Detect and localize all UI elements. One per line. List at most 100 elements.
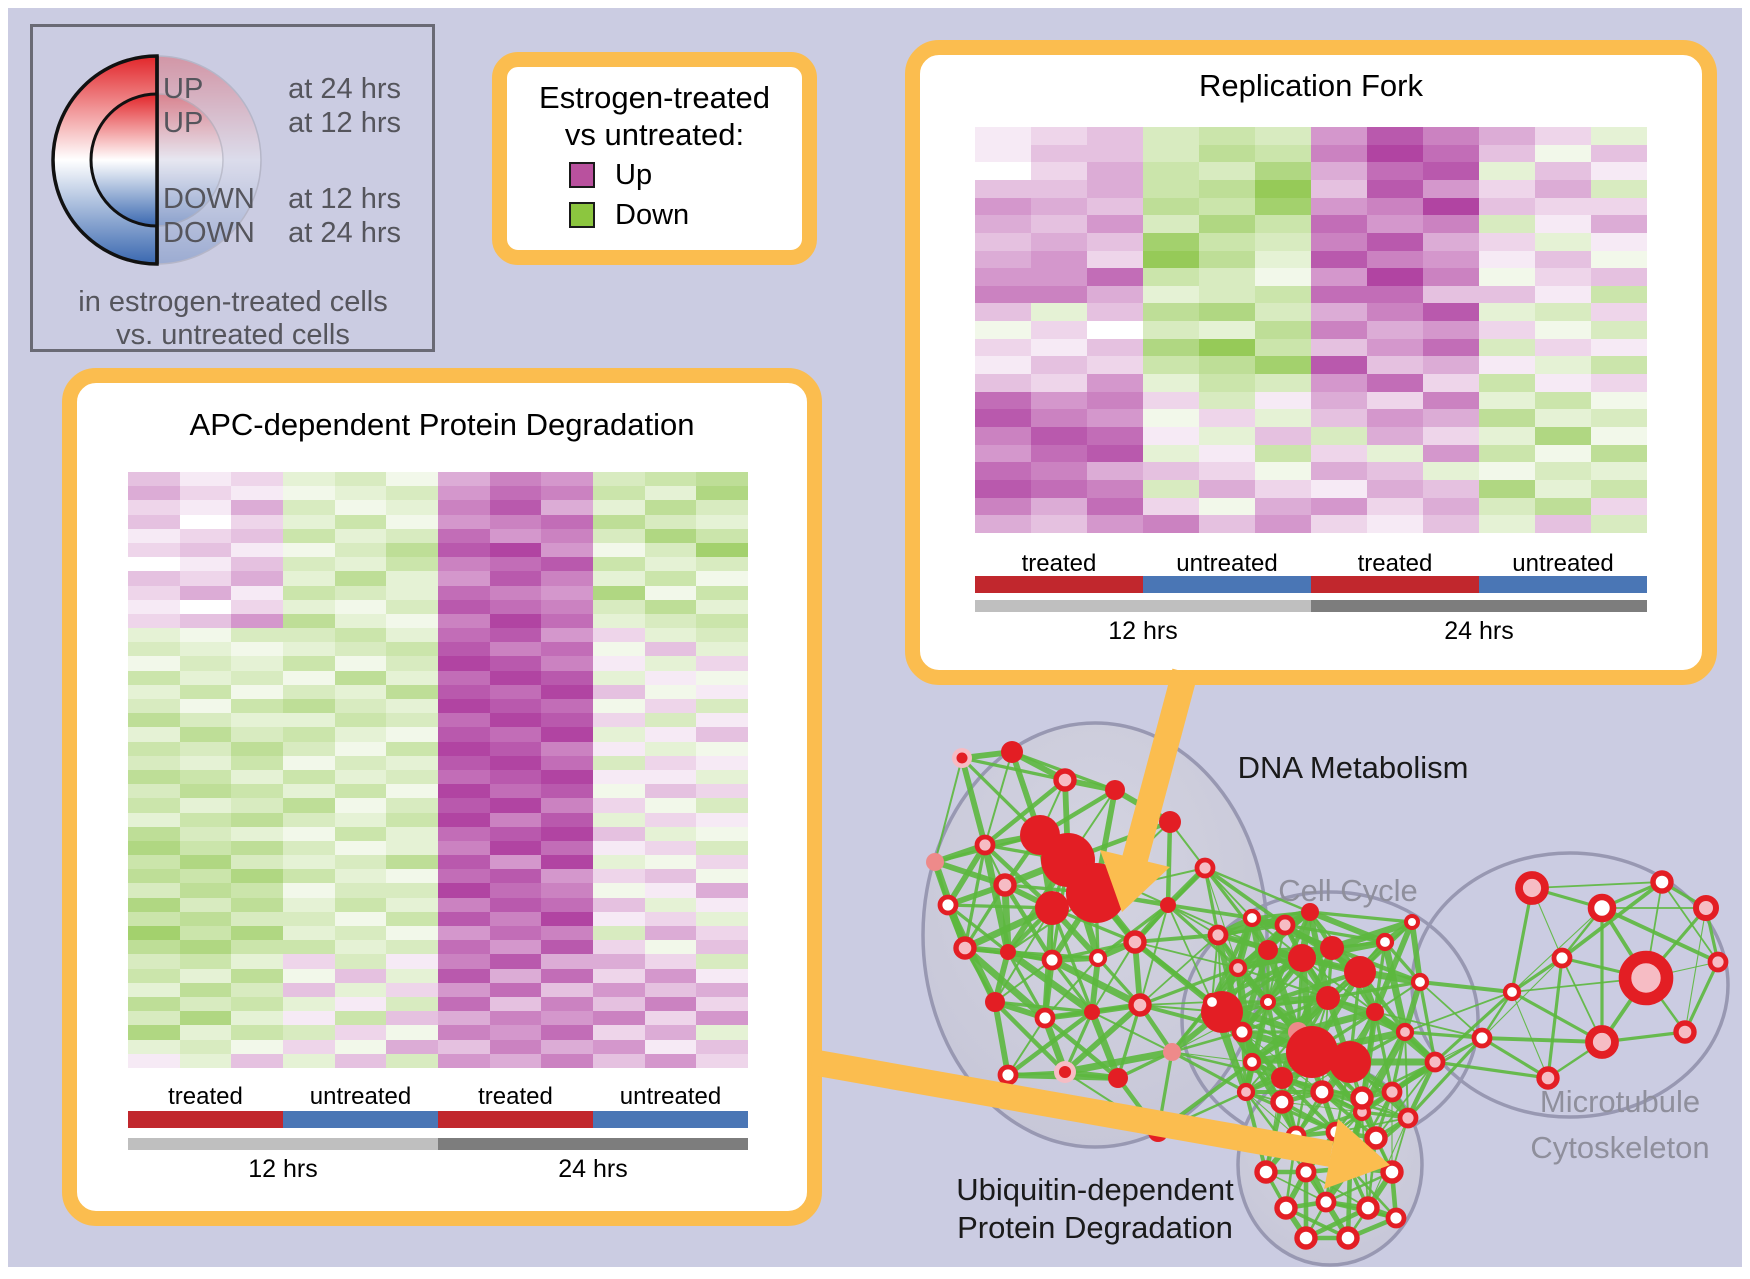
heatmap-cell — [593, 798, 645, 813]
heatmap-cell — [644, 784, 697, 799]
heatmap-cell — [438, 954, 490, 969]
heatmap-cell — [489, 599, 542, 614]
heatmap-cell — [1031, 391, 1087, 410]
heatmap-cell — [1479, 144, 1535, 163]
heatmap-cell — [128, 557, 180, 572]
heatmap-cell — [644, 968, 697, 983]
heatmap-cell — [644, 1025, 697, 1040]
rf-untreated-12-label: untreated — [1176, 550, 1278, 577]
heatmap-cell — [231, 528, 283, 543]
heatmap-cell — [438, 826, 490, 841]
heatmap-cell — [1255, 515, 1311, 533]
heatmap-cell — [128, 940, 180, 955]
heatmap-cell — [128, 1039, 180, 1054]
heatmap-cell — [438, 713, 490, 728]
heatmap-cell — [696, 472, 748, 487]
heatmap-cell — [975, 303, 1031, 322]
heatmap-cell — [541, 911, 593, 926]
heatmap-cell — [489, 869, 542, 884]
heatmap-cell — [179, 755, 232, 770]
heatmap-cell — [1367, 232, 1423, 251]
heatmap-cell — [128, 542, 180, 558]
rf-untreated-24-label: untreated — [1512, 550, 1614, 577]
heatmap-cell — [438, 869, 490, 884]
heatmap-cell — [696, 613, 748, 629]
heatmap-cell — [593, 528, 645, 543]
heatmap-cell — [593, 897, 645, 912]
heatmap-cell — [489, 514, 542, 529]
heatmap-cell — [696, 670, 748, 685]
heatmap-cell — [1535, 480, 1591, 498]
heatmap-cell — [438, 613, 490, 629]
heatmap-cell — [1367, 127, 1423, 145]
heatmap-cell — [438, 940, 490, 955]
heatmap-cell — [489, 883, 542, 898]
heatmap-cell — [1143, 285, 1199, 304]
heatmap-cell — [1423, 303, 1479, 322]
heatmap-cell — [975, 215, 1031, 233]
heatmap-cell — [386, 784, 438, 799]
heatmap-cell — [1255, 462, 1311, 481]
rf-12hr-bar — [975, 600, 1311, 612]
heatmap-cell — [644, 528, 697, 543]
heatmap-cell — [128, 897, 180, 912]
heatmap-cell — [386, 642, 438, 657]
heatmap-cell — [644, 500, 697, 515]
heatmap-cell — [283, 826, 335, 841]
heatmap-cell — [386, 628, 438, 643]
heatmap-cell — [1255, 338, 1311, 357]
heatmap-cell — [1311, 303, 1367, 322]
rf-treated-bar — [975, 576, 1143, 593]
heatmap-cell — [334, 954, 387, 969]
heatmap-cell — [283, 1025, 335, 1040]
heatmap-cell — [438, 557, 490, 572]
heatmap-cell — [1199, 444, 1255, 463]
heatmap-cell — [1479, 409, 1535, 428]
heatmap-cell — [1031, 356, 1087, 375]
heatmap-cell — [1143, 321, 1199, 339]
heatmap-cell — [593, 684, 645, 699]
heatmap-cell — [489, 769, 542, 785]
heatmap-cell — [1311, 215, 1367, 233]
heatmap-cell — [386, 514, 438, 529]
heatmap-cell — [644, 472, 697, 487]
heatmap-cell — [1031, 444, 1087, 463]
apc-time-labels: 12 hrs 24 hrs — [128, 1155, 748, 1184]
heatmap-cell — [1087, 250, 1143, 269]
heatmap-cell — [1535, 268, 1591, 286]
heatmap-cell — [1199, 162, 1255, 180]
heatmap-cell — [438, 812, 490, 827]
heatmap-cell — [644, 713, 697, 728]
heatmap-cell — [386, 1053, 438, 1068]
heatmap-cell — [283, 656, 335, 671]
heatmap-cell — [438, 656, 490, 671]
heatmap-cell — [1143, 462, 1199, 481]
heatmap-cell — [644, 769, 697, 785]
heatmap-cell — [231, 613, 283, 629]
heatmap-cell — [644, 911, 697, 926]
heatmap-cell — [334, 926, 387, 941]
heatmap-cell — [644, 869, 697, 884]
heatmap-cell — [128, 954, 180, 969]
replication-fork-panel: Replication Fork treated untreated treat… — [905, 40, 1717, 685]
heatmap-cell — [1479, 285, 1535, 304]
heatmap-cell — [438, 741, 490, 756]
heatmap-cell — [696, 1011, 748, 1026]
heatmap-cell — [231, 642, 283, 657]
heatmap-cell — [1143, 480, 1199, 498]
heatmap-cell — [334, 940, 387, 955]
heatmap-cell — [541, 996, 593, 1012]
heatmap-cell — [334, 486, 387, 501]
heatmap-cell — [386, 713, 438, 728]
heatmap-cell — [1255, 144, 1311, 163]
heatmap-cell — [334, 1039, 387, 1054]
heatmap-cell — [975, 480, 1031, 498]
heatmap-cell — [696, 528, 748, 543]
heatmap-cell — [438, 755, 490, 770]
heatmap-cell — [1255, 285, 1311, 304]
heatmap-cell — [1535, 321, 1591, 339]
heatmap-cell — [1367, 250, 1423, 269]
heatmap-cell — [489, 472, 542, 487]
heatmap-cell — [283, 940, 335, 955]
